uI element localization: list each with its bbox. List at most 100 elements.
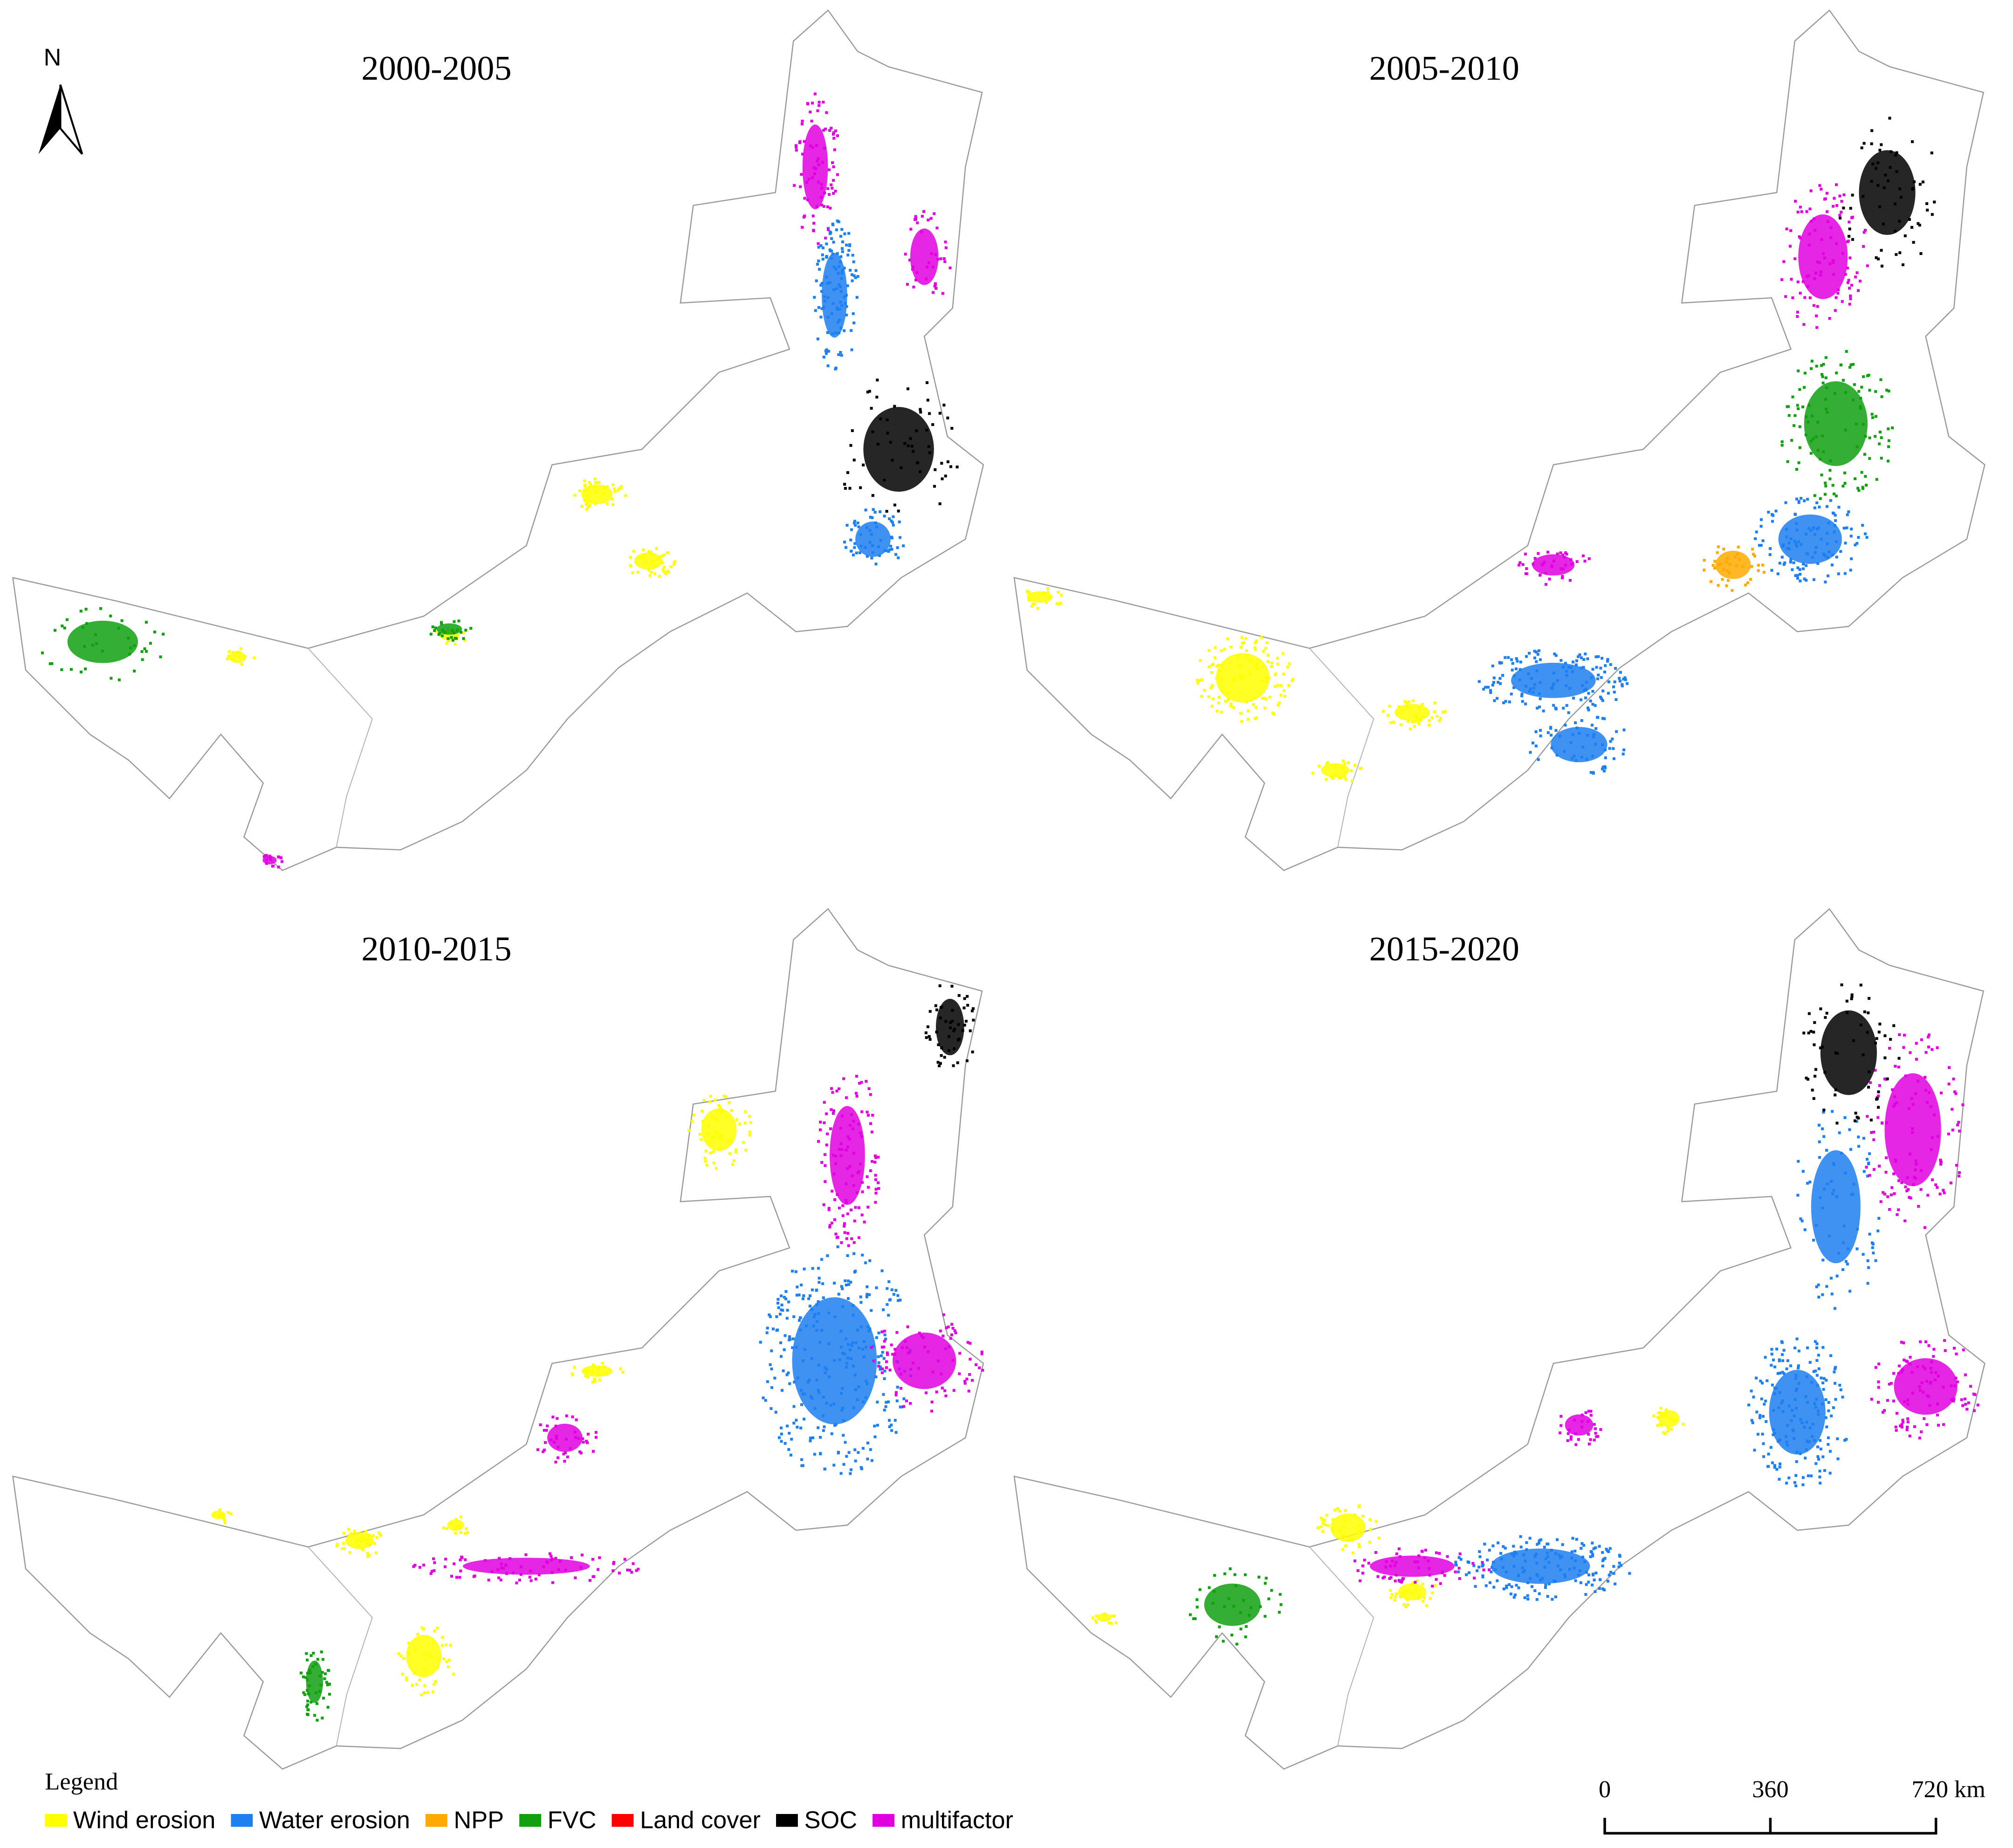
change-pixel [1618,1561,1621,1565]
change-pixel [886,1400,890,1403]
change-pixel [724,1095,728,1099]
change-pixel [871,1130,874,1134]
change-pixel [455,1576,458,1579]
change-pixel [1560,1415,1563,1418]
change-pixel [932,291,935,294]
change-pixel [1114,1621,1118,1625]
change-pixel [1831,553,1834,556]
change-pixel [857,1236,861,1239]
change-pixel [1660,1424,1663,1427]
change-pixel [1278,1611,1281,1614]
change-pixel [1512,1554,1516,1558]
change-pixel [808,1305,811,1308]
change-pixel [1785,1367,1788,1371]
change-pixel [851,1127,854,1130]
change-pixel [781,1309,784,1312]
change-pixel [860,1213,864,1216]
change-patch [910,228,939,285]
change-pixel [308,1684,311,1687]
change-pixel [454,1527,457,1531]
change-pixel [816,159,819,163]
change-pixel [1874,435,1877,438]
change-pixel [1245,649,1248,652]
change-pixel [1589,699,1592,703]
change-pixel [1969,1385,1972,1388]
change-pixel [1517,1573,1520,1577]
change-pixel [1834,309,1837,312]
change-pixel [853,520,857,523]
change-pixel [1814,546,1818,549]
change-pixel [806,102,809,105]
change-pixel [1322,1518,1326,1522]
change-pixel [1343,762,1347,765]
change-pixel [1796,1194,1800,1197]
change-pixel [853,1448,857,1451]
change-pixel [1523,1569,1526,1572]
change-pixel [1399,1595,1402,1599]
change-pixel [1554,1595,1557,1599]
change-pixel [48,662,52,666]
change-pixel [1571,1537,1574,1540]
change-pixel [1824,554,1827,557]
change-pixel [1921,180,1924,184]
change-pixel [1552,704,1555,707]
change-pixel [1434,1584,1437,1587]
change-pixel [1587,1580,1590,1584]
change-pixel [657,556,660,559]
change-pixel [1780,278,1784,282]
change-pixel [849,444,852,447]
change-pixel [1866,374,1869,378]
change-pixel [846,1254,849,1257]
change-pixel [1897,1372,1900,1375]
change-pixel [840,1241,843,1244]
change-pixel [311,1665,315,1668]
change-pixel [1489,689,1492,692]
change-pixel [862,1355,866,1359]
change-pixel [1568,579,1572,582]
change-pixel [432,1640,435,1643]
change-pixel [1207,649,1210,652]
change-pixel [873,1154,877,1158]
change-pixel [1821,252,1825,255]
change-pixel [843,232,846,235]
change-pixel [1501,674,1505,677]
change-pixel [1389,1596,1393,1599]
change-pixel [1799,236,1802,240]
change-pixel [1860,471,1863,474]
change-pixel [1529,687,1532,691]
change-pixel [854,1206,857,1209]
change-pixel [1760,1397,1763,1401]
change-pixel [861,1447,865,1450]
change-pixel [1326,1524,1330,1527]
change-pixel [854,1388,858,1391]
change-pixel [453,637,457,640]
change-pixel [464,1532,467,1535]
change-pixel [1719,562,1722,565]
change-pixel [1798,568,1801,571]
change-pixel [794,144,798,147]
change-pixel [1761,539,1765,543]
change-pixel [1871,162,1875,165]
change-pixel [1421,703,1424,706]
change-pixel [924,1031,927,1035]
change-pixel [876,378,879,382]
change-pixel [1546,1542,1550,1546]
change-pixel [832,1172,836,1175]
change-pixel [1852,1039,1855,1042]
change-pixel [1854,1112,1857,1115]
change-pixel [935,1008,939,1011]
change-pixel [882,1308,885,1312]
change-pixel [1534,744,1538,748]
change-pixel [1817,1457,1820,1461]
change-pixel [856,522,859,525]
change-pixel [1828,262,1832,265]
change-pixel [830,312,833,315]
change-patch [1658,1410,1680,1427]
change-pixel [1594,1590,1597,1593]
change-pixel [592,1364,595,1367]
change-pixel [437,1658,440,1662]
change-pixel [1596,715,1599,719]
change-pixel [1539,658,1542,661]
change-pixel [1886,1077,1889,1080]
change-pixel [868,390,871,393]
